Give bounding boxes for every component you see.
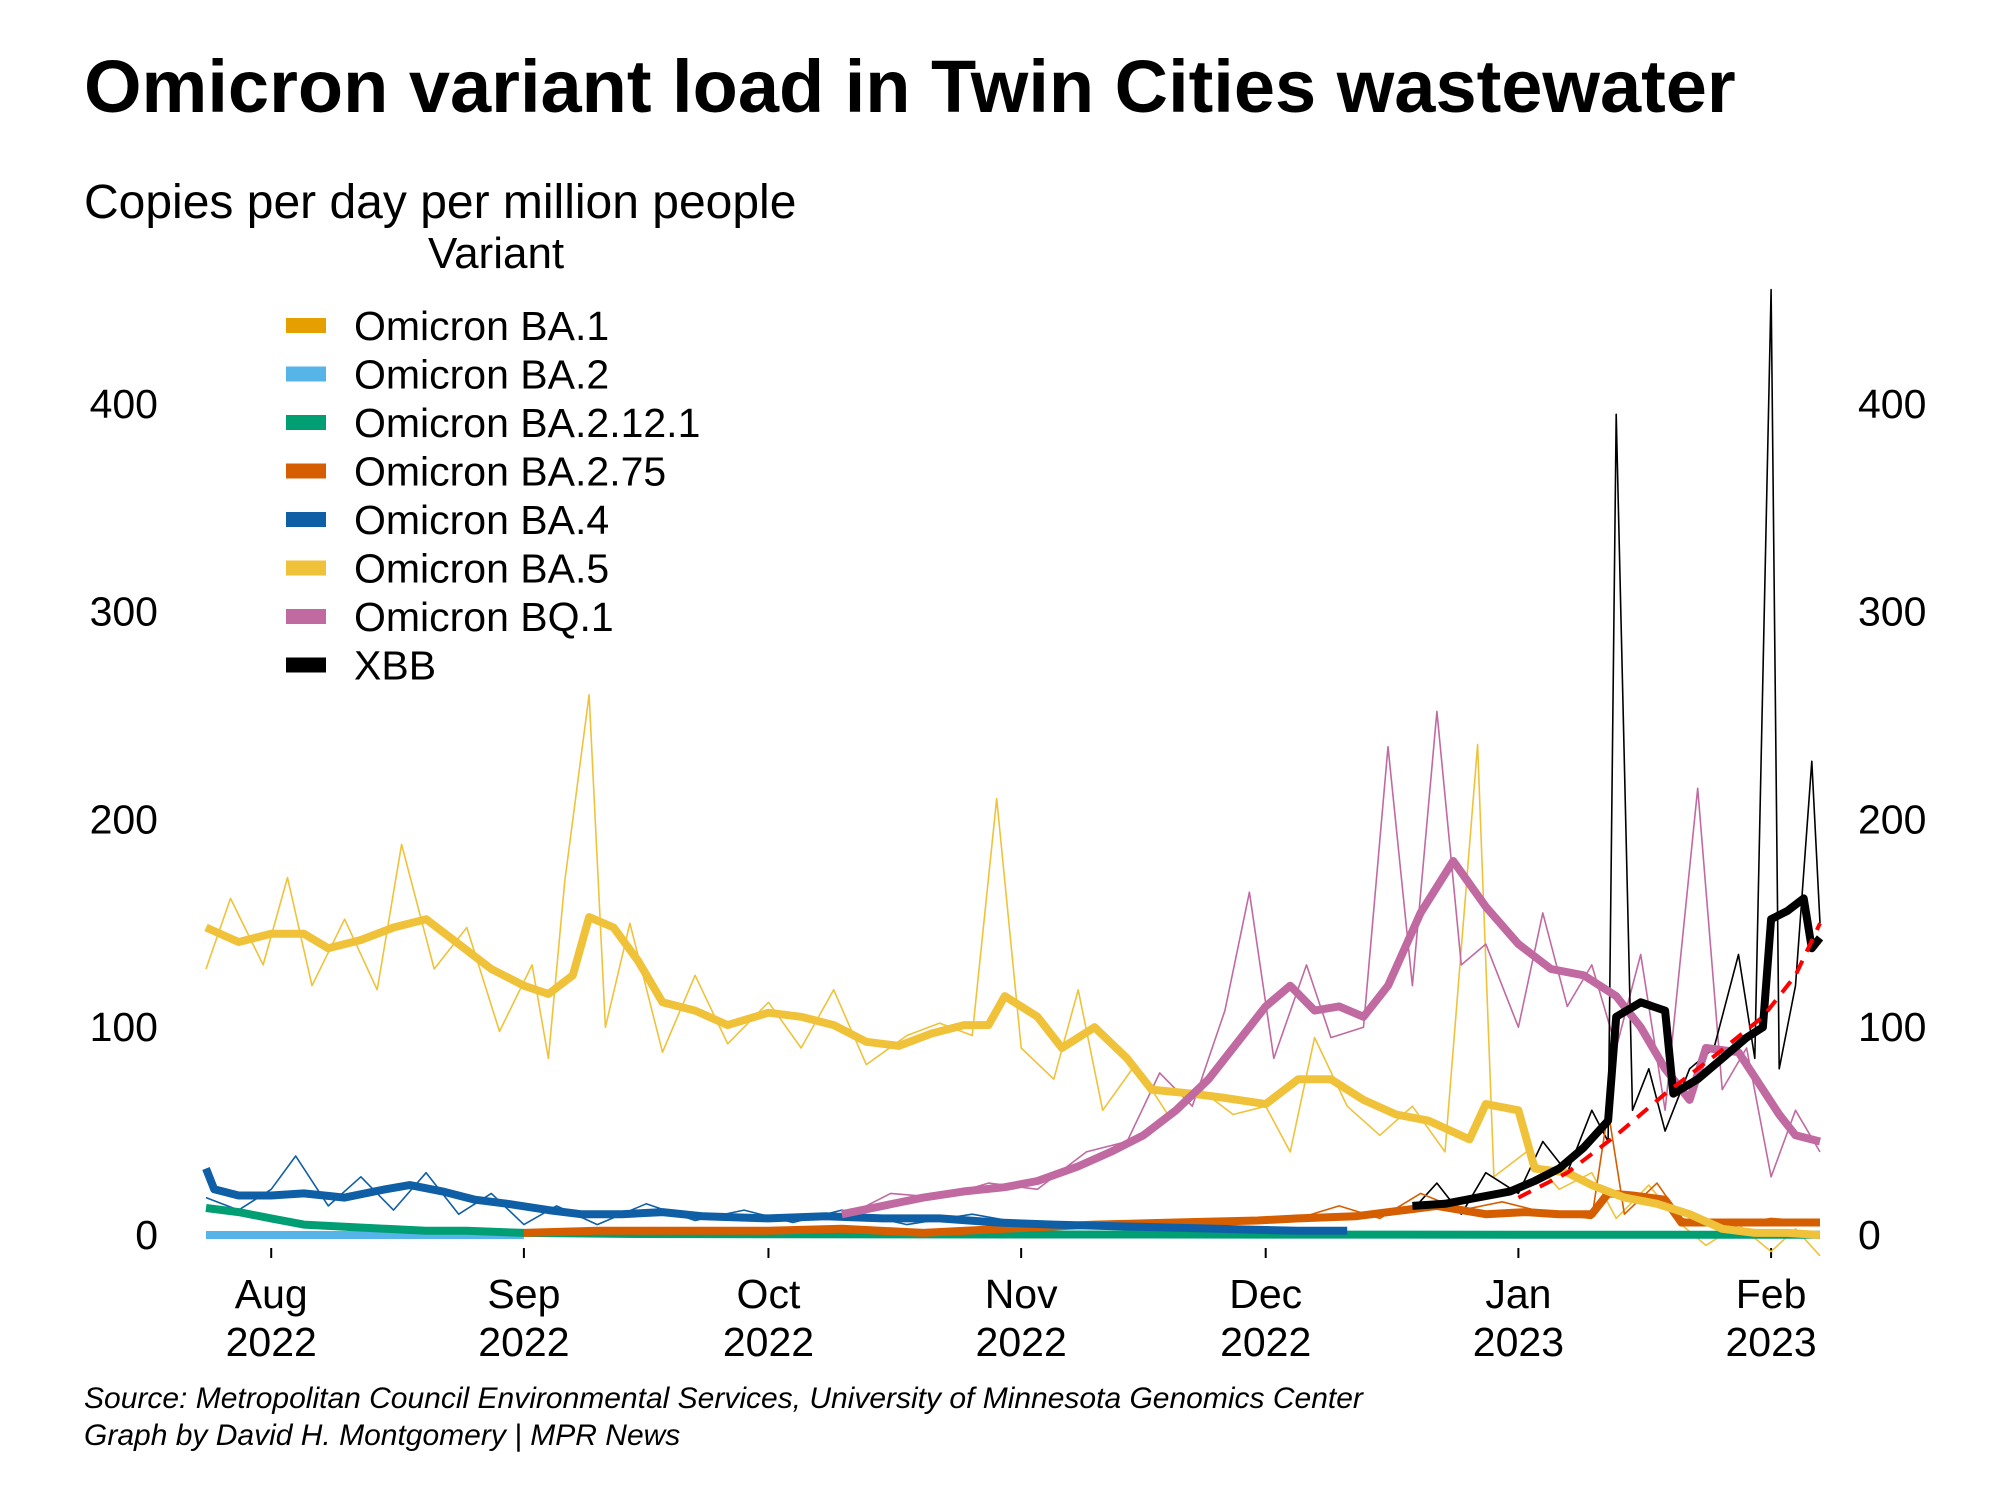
x-tick-label-year: 2022 (1220, 1319, 1311, 1365)
x-tick-label-month: Dec (1229, 1271, 1302, 1317)
x-tick-label-year: 2022 (976, 1319, 1067, 1365)
x-tick-label-month: Nov (985, 1271, 1058, 1317)
legend-swatch-omicron-ba-2-75 (286, 463, 326, 479)
legend-title: Variant (428, 229, 564, 278)
x-tick-label-year: 2022 (723, 1319, 814, 1365)
y-tick-label-right: 100 (1858, 1004, 1926, 1050)
y-tick-label-right: 300 (1858, 589, 1926, 635)
y-tick-label-right: 200 (1858, 796, 1926, 842)
legend-swatch-omicron-ba-4 (286, 512, 326, 527)
x-tick-label-year: 2022 (226, 1319, 317, 1365)
y-axis-right: 0 100 200 300 400 (1858, 381, 1926, 1258)
source-caption: Source: Metropolitan Council Environment… (84, 1382, 1364, 1415)
legend-swatch-omicron-ba-5 (286, 560, 326, 576)
legend-swatch-xbb (286, 657, 326, 673)
x-tick-label-month: Feb (1736, 1271, 1807, 1317)
trend-line-xbb (1517, 922, 1822, 1200)
x-tick-label-month: Jan (1485, 1271, 1551, 1317)
legend-swatch-omicron-ba-2-12-1 (286, 415, 326, 430)
chart-title: Omicron variant load in Twin Cities wast… (84, 45, 1736, 128)
legend-swatch-omicron-bq-1 (286, 609, 326, 624)
legend-label-omicron-ba-5: Omicron BA.5 (354, 546, 609, 592)
daily-line-xbb (1411, 288, 1821, 1215)
series-line-omicron-ba-5 (204, 913, 1821, 1239)
x-tick-label-year: 2023 (1725, 1319, 1816, 1365)
y-tick-label-left: 400 (90, 381, 158, 427)
x-axis: Aug2022Sep2022Oct2022Nov2022Dec2022Jan20… (226, 1248, 1817, 1365)
legend-label-omicron-ba-2-12-1: Omicron BA.2.12.1 (354, 400, 700, 446)
y-tick-label-left: 300 (90, 589, 158, 635)
y-tick-label-right: 0 (1858, 1212, 1881, 1258)
y-tick-label-left: 0 (135, 1212, 158, 1258)
x-tick-label-month: Sep (487, 1271, 560, 1317)
legend-label-omicron-ba-2: Omicron BA.2 (354, 352, 609, 398)
series-line-xbb (1412, 894, 1824, 1210)
legend-label-omicron-ba-1: Omicron BA.1 (354, 303, 609, 349)
legend-swatch-omicron-ba-1 (286, 318, 326, 333)
y-tick-label-right: 400 (1858, 381, 1926, 427)
x-tick-label-year: 2023 (1473, 1319, 1564, 1365)
series-line-omicron-ba-4 (202, 1167, 1348, 1235)
y-tick-label-left: 200 (90, 796, 158, 842)
y-axis-left: 0 100 200 300 400 (90, 381, 158, 1258)
x-tick-label-year: 2022 (478, 1319, 569, 1365)
plot-area (202, 288, 1824, 1257)
y-tick-label-left: 100 (90, 1004, 158, 1050)
legend-label-omicron-bq-1: Omicron BQ.1 (354, 594, 614, 640)
x-tick-label-month: Aug (235, 1271, 308, 1317)
daily-line-omicron-bq-1 (841, 710, 1821, 1220)
legend-label-omicron-ba-2-75: Omicron BA.2.75 (354, 449, 666, 495)
legend-swatch-omicron-ba-2 (286, 366, 326, 382)
daily-line-omicron-ba-5 (205, 694, 1821, 1257)
credit-caption: Graph by David H. Montgomery | MPR News (84, 1419, 680, 1452)
chart-subtitle: Copies per day per million people (84, 176, 796, 229)
legend-label-xbb: XBB (354, 643, 436, 689)
legend-label-omicron-ba-4: Omicron BA.4 (354, 497, 609, 543)
x-tick-label-month: Oct (737, 1271, 801, 1317)
